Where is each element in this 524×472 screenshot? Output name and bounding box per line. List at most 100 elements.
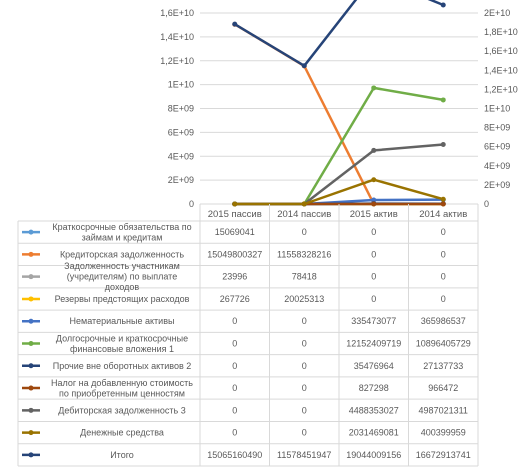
- table-value: 19044009156: [346, 450, 401, 460]
- table-value: 0: [302, 316, 307, 326]
- data-point: [301, 201, 307, 207]
- left-axis-tick-label: 1E+10: [168, 80, 194, 90]
- left-axis-tick-label: 6E+09: [168, 127, 194, 137]
- table-value: 0: [232, 339, 237, 349]
- data-point: [440, 196, 446, 202]
- legend-key-marker: [28, 385, 34, 391]
- table-value: 11578451947: [277, 450, 331, 460]
- left-axis-tick-label: 4E+09: [168, 151, 194, 161]
- right-axis-tick-label: 2E+09: [484, 180, 510, 190]
- left-y-axis: 0 2E+09 4E+09 6E+09 8E+09 1E+10 1,2E+10 1,4E+10…: [160, 8, 194, 209]
- table-value: 0: [232, 405, 237, 415]
- data-point: [440, 97, 446, 103]
- data-point: [440, 201, 446, 207]
- left-axis-tick-label: 8E+09: [168, 104, 194, 114]
- table-value: 23996: [222, 272, 247, 282]
- data-point: [371, 85, 377, 91]
- legend-key-marker: [28, 318, 34, 324]
- right-y-axis: 0 2E+09 4E+09 6E+09 8E+09 1E+10 1,2E+10 1,4E+10…: [484, 8, 518, 209]
- gridlines: [200, 12, 478, 205]
- legend-label: Нематериальные активы: [70, 316, 175, 326]
- table-value: 78418: [292, 272, 317, 282]
- table-value: 0: [302, 339, 307, 349]
- table-value: 0: [371, 249, 376, 259]
- table-value: 827298: [359, 383, 389, 393]
- left-axis-tick-label: 1,6E+10: [160, 8, 194, 18]
- data-point: [440, 2, 446, 8]
- legend-label: Кредиторская задолженность: [60, 249, 184, 259]
- legend-label: Резервы предстоящих расходов: [55, 294, 190, 304]
- table-value: 0: [302, 405, 307, 415]
- legend-key-marker: [28, 296, 34, 302]
- data-point: [232, 201, 238, 207]
- right-axis-tick-label: 2E+10: [484, 8, 510, 18]
- table-value: 365986537: [421, 316, 466, 326]
- table-value: 35476964: [354, 361, 394, 371]
- table-value: 0: [371, 294, 376, 304]
- right-axis-tick-label: 6E+09: [484, 142, 510, 152]
- left-axis-tick-label: 1,2E+10: [160, 56, 194, 66]
- table-value: 2031469081: [349, 428, 399, 438]
- table-value: 0: [232, 428, 237, 438]
- left-axis-tick-label: 1,4E+10: [160, 32, 194, 42]
- category-label: 2014 пассив: [277, 209, 331, 220]
- table-value: 15049800327: [207, 249, 262, 259]
- legend-key-marker: [28, 274, 34, 280]
- legend-key-marker: [28, 407, 34, 413]
- table-value: 15065160490: [207, 450, 262, 460]
- table-value: 0: [371, 272, 376, 282]
- right-axis-tick-label: 1,8E+10: [484, 27, 518, 37]
- legend-label: Дебиторская задолженность 3: [58, 405, 185, 415]
- legend-label: Налог на добавленную стоимость по приобре…: [51, 378, 193, 399]
- data-point: [301, 63, 307, 69]
- table-value: 4987021311: [419, 405, 468, 415]
- table-value: 0: [302, 227, 307, 237]
- table-value: 10896405729: [416, 339, 471, 349]
- table-value: 0: [232, 316, 237, 326]
- category-label: 2014 актив: [419, 209, 467, 220]
- table-value: 0: [302, 361, 307, 371]
- left-axis-tick-label: 0: [189, 199, 194, 209]
- table-value: 0: [302, 428, 307, 438]
- legend-key-marker: [28, 229, 34, 235]
- category-label: 2015 актив: [350, 209, 398, 220]
- table-value: 0: [302, 383, 307, 393]
- data-point: [440, 141, 446, 147]
- table-value: 27137733: [423, 361, 463, 371]
- legend-key-marker: [28, 363, 34, 369]
- legend-label: Задолженность участникам (учредителям) по…: [64, 261, 180, 292]
- legend-key-marker: [28, 251, 34, 257]
- series-line: [234, 0, 444, 68]
- right-axis-tick-label: 1,4E+10: [484, 65, 518, 75]
- legend-label: Краткосрочные обязательства по займам и к…: [52, 222, 191, 243]
- table-value: 11558328216: [277, 249, 331, 259]
- table-value: 0: [232, 383, 237, 393]
- right-axis-tick-label: 0: [484, 199, 489, 209]
- table-value: 20025313: [284, 294, 324, 304]
- table-value: 0: [232, 361, 237, 371]
- series-line: [234, 143, 444, 206]
- right-axis-tick-label: 1,6E+10: [484, 46, 518, 56]
- legend-label: Прочие вне оборотных активов 2: [53, 361, 191, 371]
- data-table: 2015 пассив 2014 пассив 2015 актив 2014 акт…: [17, 204, 479, 467]
- legend-key-marker: [28, 430, 34, 436]
- table-value: 12152409719: [346, 339, 401, 349]
- table-value: 267726: [220, 294, 250, 304]
- data-point: [371, 197, 377, 203]
- left-axis-tick-label: 2E+09: [168, 175, 194, 185]
- table-value: 335473077: [351, 316, 396, 326]
- table-value: 4488353027: [349, 405, 399, 415]
- table-value: 0: [441, 294, 446, 304]
- right-axis-tick-label: 1,2E+10: [484, 84, 518, 94]
- category-label: 2015 пассив: [208, 209, 262, 220]
- legend-label: Итого: [110, 450, 134, 460]
- table-value: 0: [441, 227, 446, 237]
- table-value: 15069041: [215, 227, 255, 237]
- legend-key-marker: [28, 341, 34, 346]
- legend-label: Денежные средства: [80, 428, 164, 438]
- series-lines: [232, 0, 446, 207]
- table-value: 0: [371, 227, 376, 237]
- data-point: [371, 147, 377, 153]
- legend-label: Долгосрочные и краткосрочные финансовые в…: [56, 333, 188, 354]
- table-value: 966472: [428, 383, 458, 393]
